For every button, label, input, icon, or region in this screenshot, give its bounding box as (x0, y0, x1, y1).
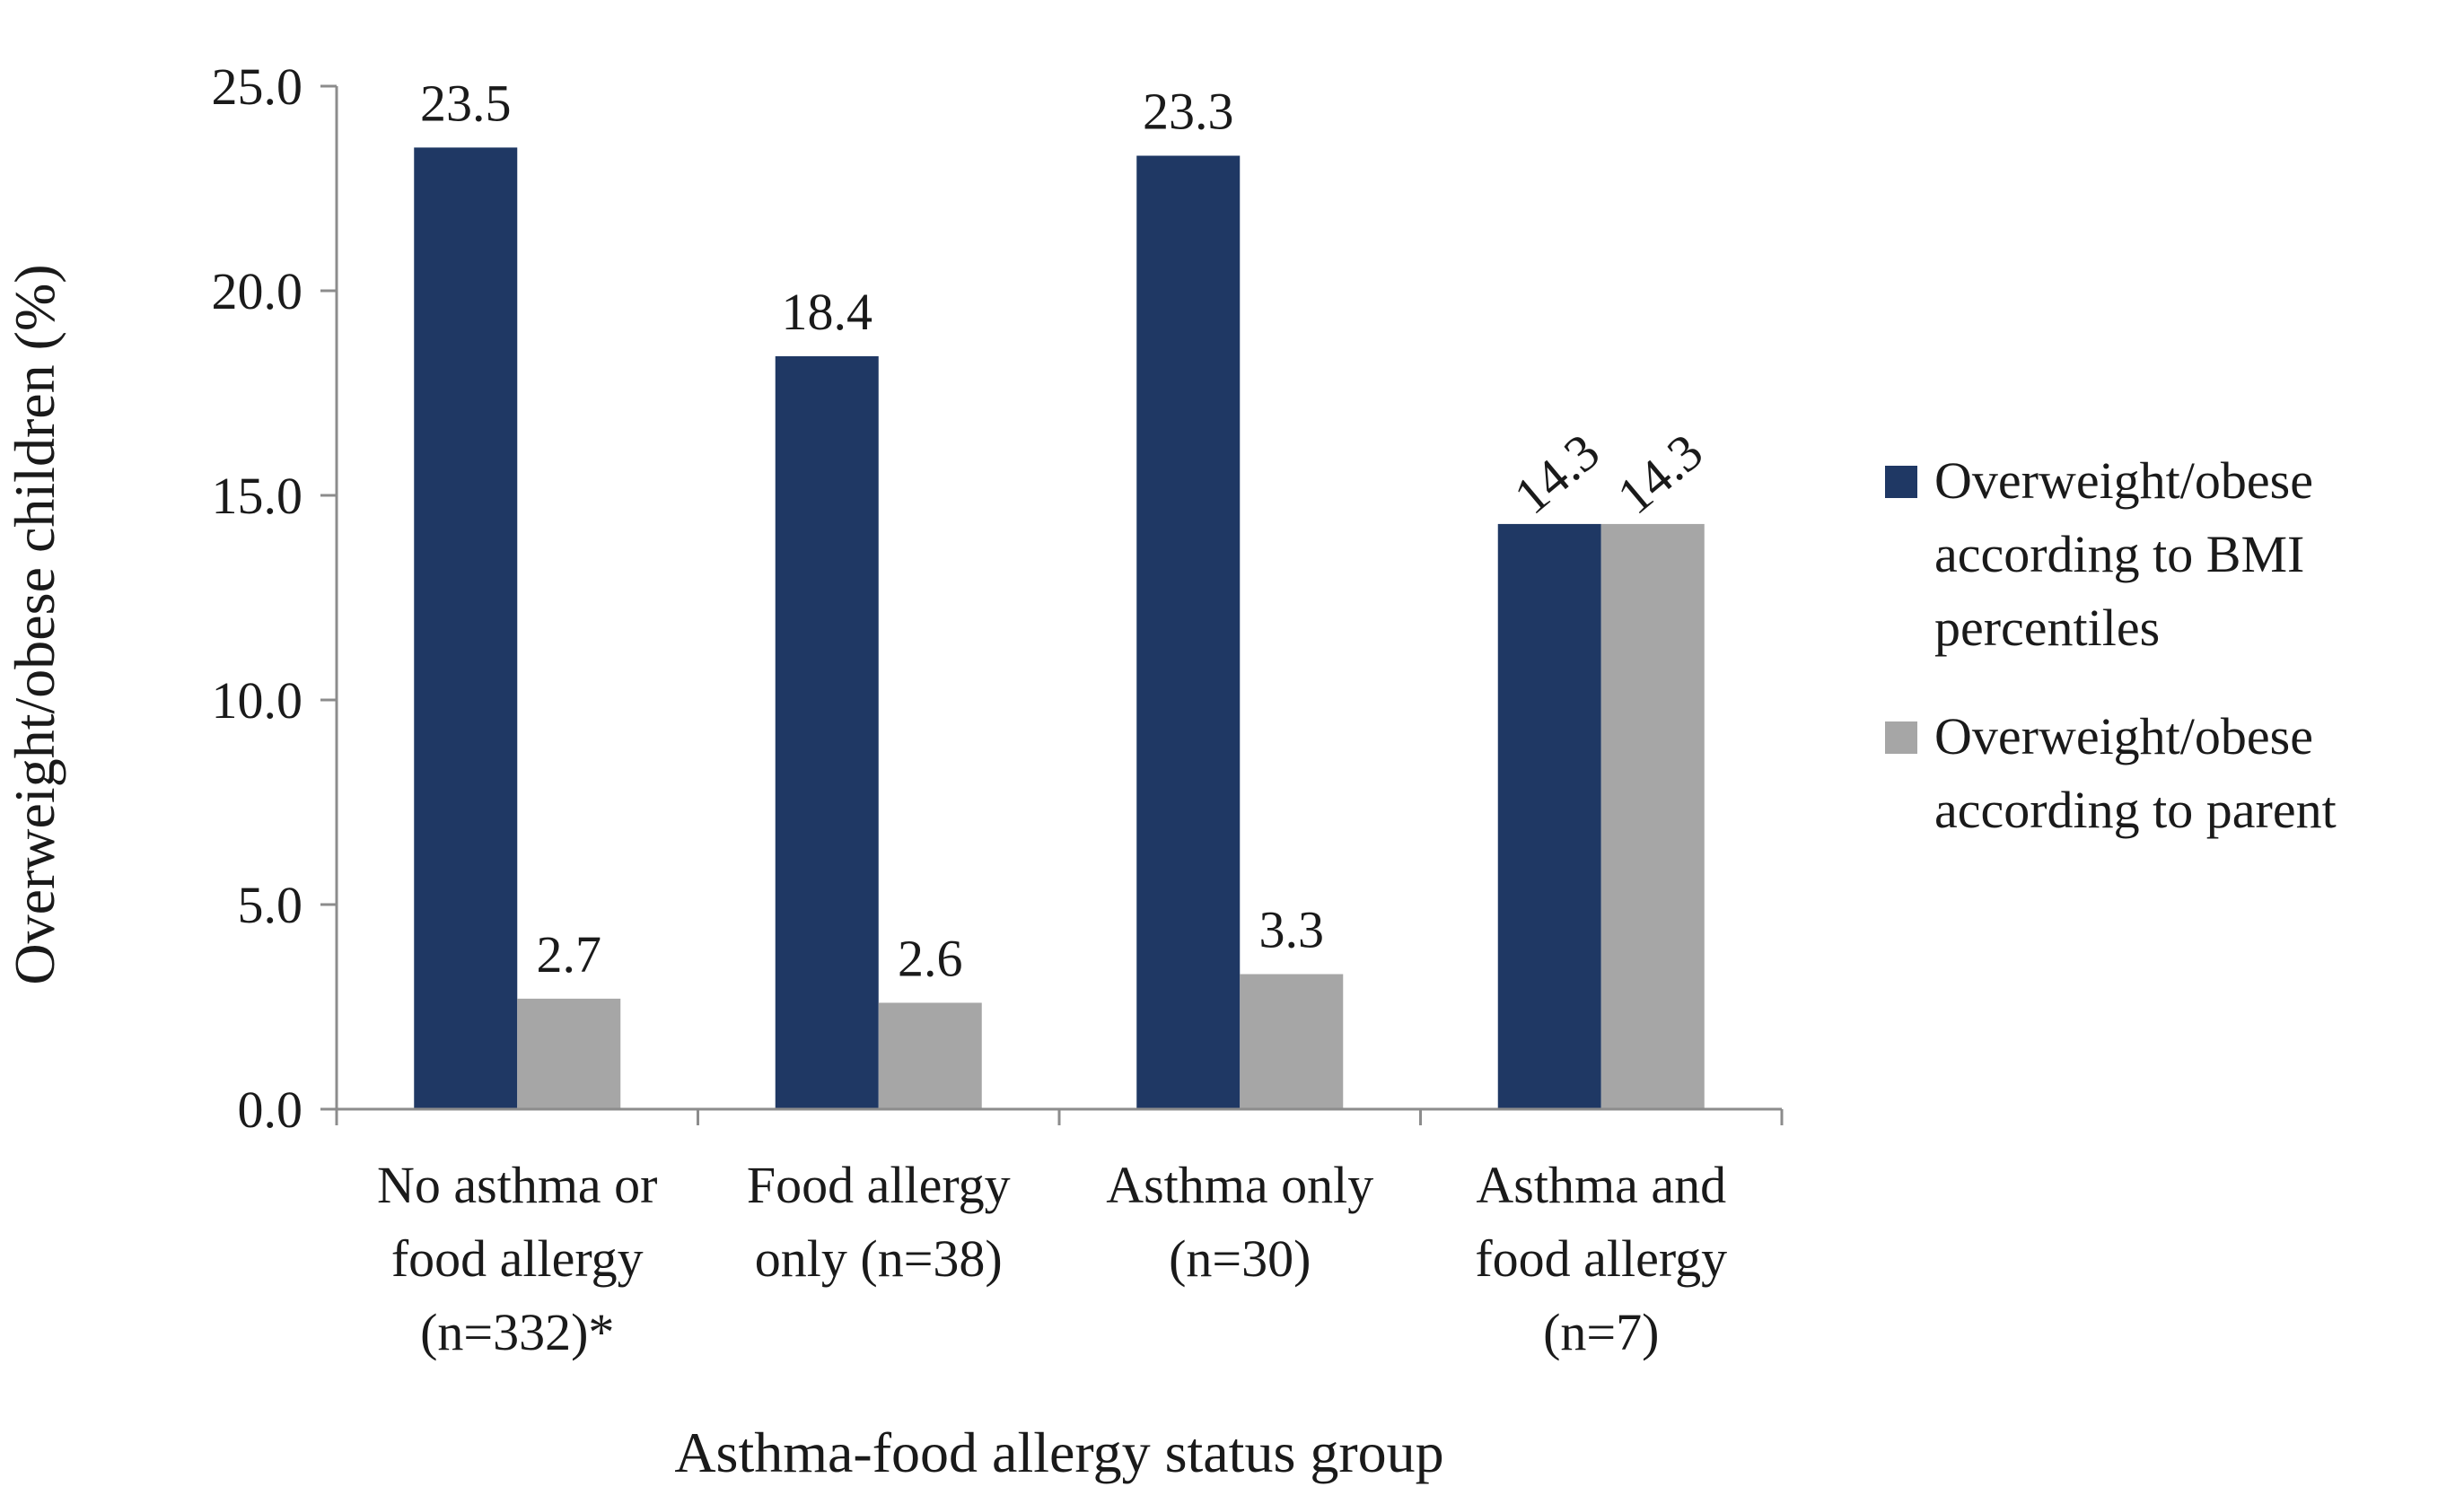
bar-series2-cat4 (1600, 523, 1705, 1109)
data-label-series2-cat1: 2.7 (537, 925, 602, 984)
legend-swatch-series2 (1885, 721, 1917, 754)
data-label-series1-cat4: 14.3 (1503, 422, 1610, 525)
legend: Overweight/obese according to BMI percenti… (1885, 451, 2337, 839)
bar-series2-cat2 (878, 1002, 982, 1109)
bar-series2-cat1 (517, 998, 621, 1109)
legend-label-series2: Overweight/obese according to parent (1934, 707, 2337, 839)
x-category-label: Food allergy only (n=38) (747, 1156, 1011, 1288)
x-category-label: No asthma or food allergy (n=332)* (377, 1156, 658, 1361)
y-tick-label: 0.0 (238, 1080, 303, 1139)
legend-label-series1: Overweight/obese according to BMI percenti… (1934, 451, 2313, 657)
data-label-series2-cat4: 14.3 (1606, 422, 1714, 525)
data-label-series1-cat1: 23.5 (420, 74, 512, 132)
y-tick-label: 25.0 (212, 57, 303, 116)
x-axis-title: Asthma-food allergy status group (674, 1421, 1443, 1484)
labels-layer: 0.0 5.0 10.0 15.0 20.0 25.0 23.5 18.4 23.3 14.3 2.… (3, 57, 1727, 1484)
x-category-label: Asthma and food allergy (n=7) (1475, 1156, 1727, 1361)
y-tick-label: 5.0 (238, 876, 303, 934)
bar-series2-cat3 (1240, 974, 1344, 1109)
y-axis-title: Overweight/obese children (%) (3, 264, 66, 984)
bars-layer (414, 147, 1705, 1110)
axes-layer (320, 84, 1784, 1125)
data-label-series2-cat3: 3.3 (1259, 901, 1325, 959)
data-label-series2-cat2: 2.6 (898, 929, 963, 987)
bar-series1-cat3 (1136, 155, 1241, 1109)
y-tick-label: 15.0 (212, 467, 303, 525)
bar-series1-cat2 (775, 355, 879, 1110)
bar-series1-cat4 (1497, 523, 1601, 1109)
data-label-series1-cat3: 23.3 (1143, 83, 1234, 141)
bar-series1-cat1 (414, 147, 518, 1109)
y-tick-label: 20.0 (212, 262, 303, 320)
data-label-series1-cat2: 18.4 (782, 283, 873, 341)
y-tick-label: 10.0 (212, 671, 303, 730)
legend-swatch-series1 (1885, 466, 1917, 498)
x-category-label: Asthma only (n=30) (1106, 1156, 1373, 1288)
